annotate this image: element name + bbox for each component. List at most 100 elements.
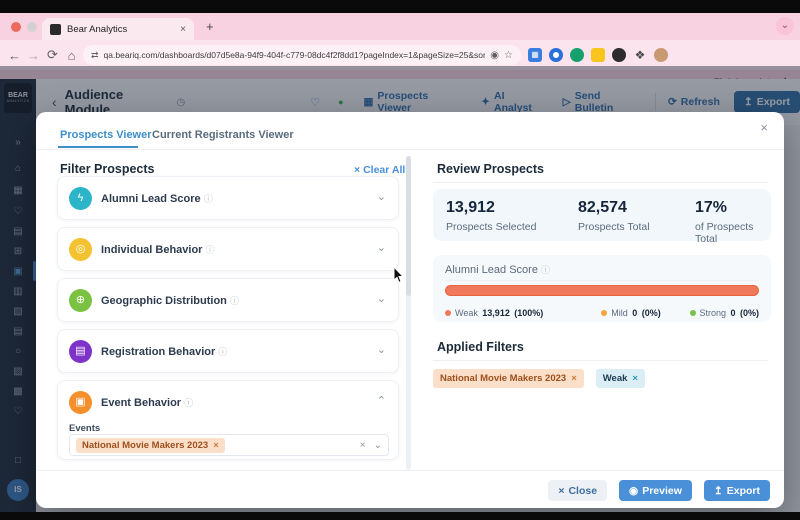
extension-green-icon[interactable]	[570, 48, 584, 62]
send-bulletin-button[interactable]: ▷ Send Bulletin	[563, 90, 639, 114]
browser-tab[interactable]: Bear Analytics ×	[42, 18, 194, 40]
preview-button[interactable]: ◉ Preview	[619, 480, 692, 501]
filter-card-geographic-distribution[interactable]: ⊕ Geographic Distribution ⓘ ⌄	[57, 278, 399, 322]
back-icon[interactable]: ←	[8, 47, 21, 63]
events-label: Events	[69, 423, 101, 434]
bolt-icon: ϟ	[69, 187, 92, 210]
glasses-icon[interactable]: ◉	[490, 49, 500, 61]
sidebar-calendar-icon[interactable]: ▤	[13, 226, 23, 237]
sidebar-apps-icon[interactable]: ⊞	[13, 246, 23, 257]
extension-grid-icon[interactable]: ▦	[528, 48, 542, 62]
select-clear-icon[interactable]: ×	[359, 439, 366, 451]
filter-card-event-behavior-expanded[interactable]: ▣ Event Behavior ⓘ ⌃ Events National Mov…	[57, 380, 399, 460]
clear-all-button[interactable]: × Clear All	[354, 164, 405, 176]
sidebar-contacts-icon[interactable]: ○	[14, 346, 22, 357]
sidebar-favorites-icon[interactable]: ♡	[13, 206, 23, 217]
sidebar-cards-icon[interactable]: ▩	[13, 386, 23, 397]
stat-prospects-total: 82,574 Prospects Total	[578, 199, 650, 233]
sidebar-collapse-icon[interactable]: »	[15, 137, 21, 148]
chevron-down-icon[interactable]: ⌄	[376, 293, 386, 305]
bookmark-star-icon[interactable]: ☆	[504, 49, 513, 61]
filter-label: Individual Behavior ⓘ	[101, 243, 215, 256]
panel-scrollbar-thumb[interactable]	[406, 156, 411, 296]
filter-label-text: Alumni Lead Score	[101, 193, 201, 205]
close-button[interactable]: × Close	[548, 480, 608, 501]
reload-icon[interactable]: ⟳	[47, 47, 58, 62]
sidebar-audience-module-icon-active[interactable]: ▣	[13, 266, 23, 277]
export-button[interactable]: ↥ Export	[703, 480, 770, 501]
extensions-puzzle-icon[interactable]: ❖	[634, 48, 646, 62]
address-bar[interactable]: ⇄ qa.beariq.com/dashboards/d07d5e8a-94f9…	[83, 45, 521, 65]
extension-yellow-icon[interactable]	[591, 48, 605, 62]
back-chevron-icon[interactable]: ‹	[52, 94, 57, 110]
minimize-window-button[interactable]	[27, 22, 37, 32]
history-clock-icon[interactable]: ◷	[176, 96, 186, 108]
chevron-down-icon[interactable]: ⌄	[376, 191, 386, 203]
export-header-button[interactable]: ↥ Export	[733, 91, 800, 113]
select-chevron-icon[interactable]: ⌄	[373, 439, 382, 451]
tab-current-registrants-viewer[interactable]: Current Registrants Viewer	[152, 129, 294, 141]
score-legend: Weak 13,912 (100%) Mild 0 (0%) Strong 0 …	[445, 303, 759, 321]
sidebar-engagement-icon[interactable]: ♡	[13, 406, 23, 417]
bear-logo-text: BEAR	[8, 92, 28, 99]
sidebar-windows-icon[interactable]: ▧	[13, 306, 23, 317]
chevron-down-icon[interactable]: ⌄	[376, 344, 386, 356]
weak-dot	[445, 310, 451, 316]
export-header-label: Export	[756, 96, 790, 108]
modal-close-icon[interactable]: ×	[760, 120, 768, 135]
tag-remove-icon[interactable]: ×	[632, 373, 638, 384]
tag-remove-icon[interactable]: ×	[213, 439, 219, 451]
sidebar-expand-icon[interactable]: □	[14, 455, 22, 466]
legend-name: Mild	[611, 308, 628, 318]
prospects-viewer-modal: × Prospects Viewer Current Registrants V…	[36, 112, 784, 508]
card-icon: ▤	[69, 340, 92, 363]
filter-card-registration-behavior[interactable]: ▤ Registration Behavior ⓘ ⌄	[57, 329, 399, 373]
sidebar-analytics-icon[interactable]: ▦	[13, 185, 23, 196]
tab-search-chevron-icon[interactable]: ⌄	[776, 17, 794, 35]
favicon-bear-icon	[50, 23, 61, 35]
tab-close-icon[interactable]: ×	[180, 23, 186, 35]
prospects-viewer-button[interactable]: ▦ Prospects Viewer	[364, 90, 462, 114]
filter-card-individual-behavior[interactable]: ◎ Individual Behavior ⓘ ⌄	[57, 227, 399, 271]
forward-icon[interactable]: →	[27, 47, 40, 63]
event-tag[interactable]: National Movie Makers 2023 ×	[76, 437, 225, 453]
tab-title: Bear Analytics	[67, 23, 128, 35]
legend-pct: (0%)	[739, 308, 759, 318]
refresh-label: Refresh	[680, 96, 720, 108]
event-tag-label: National Movie Makers 2023	[82, 439, 209, 451]
globe-icon: ⊕	[69, 289, 92, 312]
panel-scrollbar-track[interactable]	[406, 156, 411, 470]
favorite-heart-icon[interactable]: ♡	[310, 96, 321, 109]
strong-dot	[689, 310, 696, 316]
sidebar-reports-icon[interactable]: ▨	[13, 366, 23, 377]
ai-analyst-button[interactable]: ✦ AI Analyst	[481, 90, 543, 114]
mouse-cursor	[393, 266, 405, 284]
chevron-down-icon[interactable]: ⌄	[376, 242, 386, 254]
close-label: Close	[568, 484, 598, 497]
preview-eye-icon: ◉	[629, 484, 639, 497]
applied-tag-weak[interactable]: Weak ×	[595, 369, 645, 388]
new-tab-button[interactable]: +	[206, 19, 214, 34]
refresh-button[interactable]: ⟳ Refresh	[668, 96, 720, 108]
info-icon: ⓘ	[541, 265, 551, 275]
profile-avatar[interactable]	[654, 48, 668, 62]
sidebar-home-icon[interactable]: ⌂	[14, 163, 22, 174]
sidebar-media-icon[interactable]: ▥	[13, 286, 23, 297]
review-divider	[433, 182, 768, 183]
site-info-icon[interactable]: ⇄	[91, 49, 99, 60]
chevron-up-icon[interactable]: ⌃	[376, 395, 386, 407]
home-icon[interactable]: ⌂	[67, 47, 76, 63]
alumni-lead-score-card: Alumni Lead Score ⓘ Weak 13,912 (100%) M…	[433, 255, 771, 322]
applied-tag-event[interactable]: National Movie Makers 2023 ×	[433, 369, 584, 388]
extension-ring-icon[interactable]	[549, 48, 563, 62]
stat-value: 13,912	[446, 199, 495, 216]
user-avatar[interactable]: IS	[7, 479, 29, 501]
sidebar-documents-icon[interactable]: ▤	[13, 326, 23, 337]
tag-remove-icon[interactable]: ×	[571, 373, 577, 384]
extension-dark-icon[interactable]	[612, 48, 626, 62]
tab-prospects-viewer[interactable]: Prospects Viewer	[60, 129, 152, 141]
close-window-button[interactable]	[11, 22, 21, 32]
filter-card-alumni-lead-score[interactable]: ϟ Alumni Lead Score ⓘ ⌄	[57, 176, 399, 220]
events-select[interactable]: National Movie Makers 2023 × × ⌄	[69, 434, 389, 456]
browser-toolbar: ← → ⟳ ⌂ ⇄ qa.beariq.com/dashboards/d07d5…	[0, 40, 800, 93]
